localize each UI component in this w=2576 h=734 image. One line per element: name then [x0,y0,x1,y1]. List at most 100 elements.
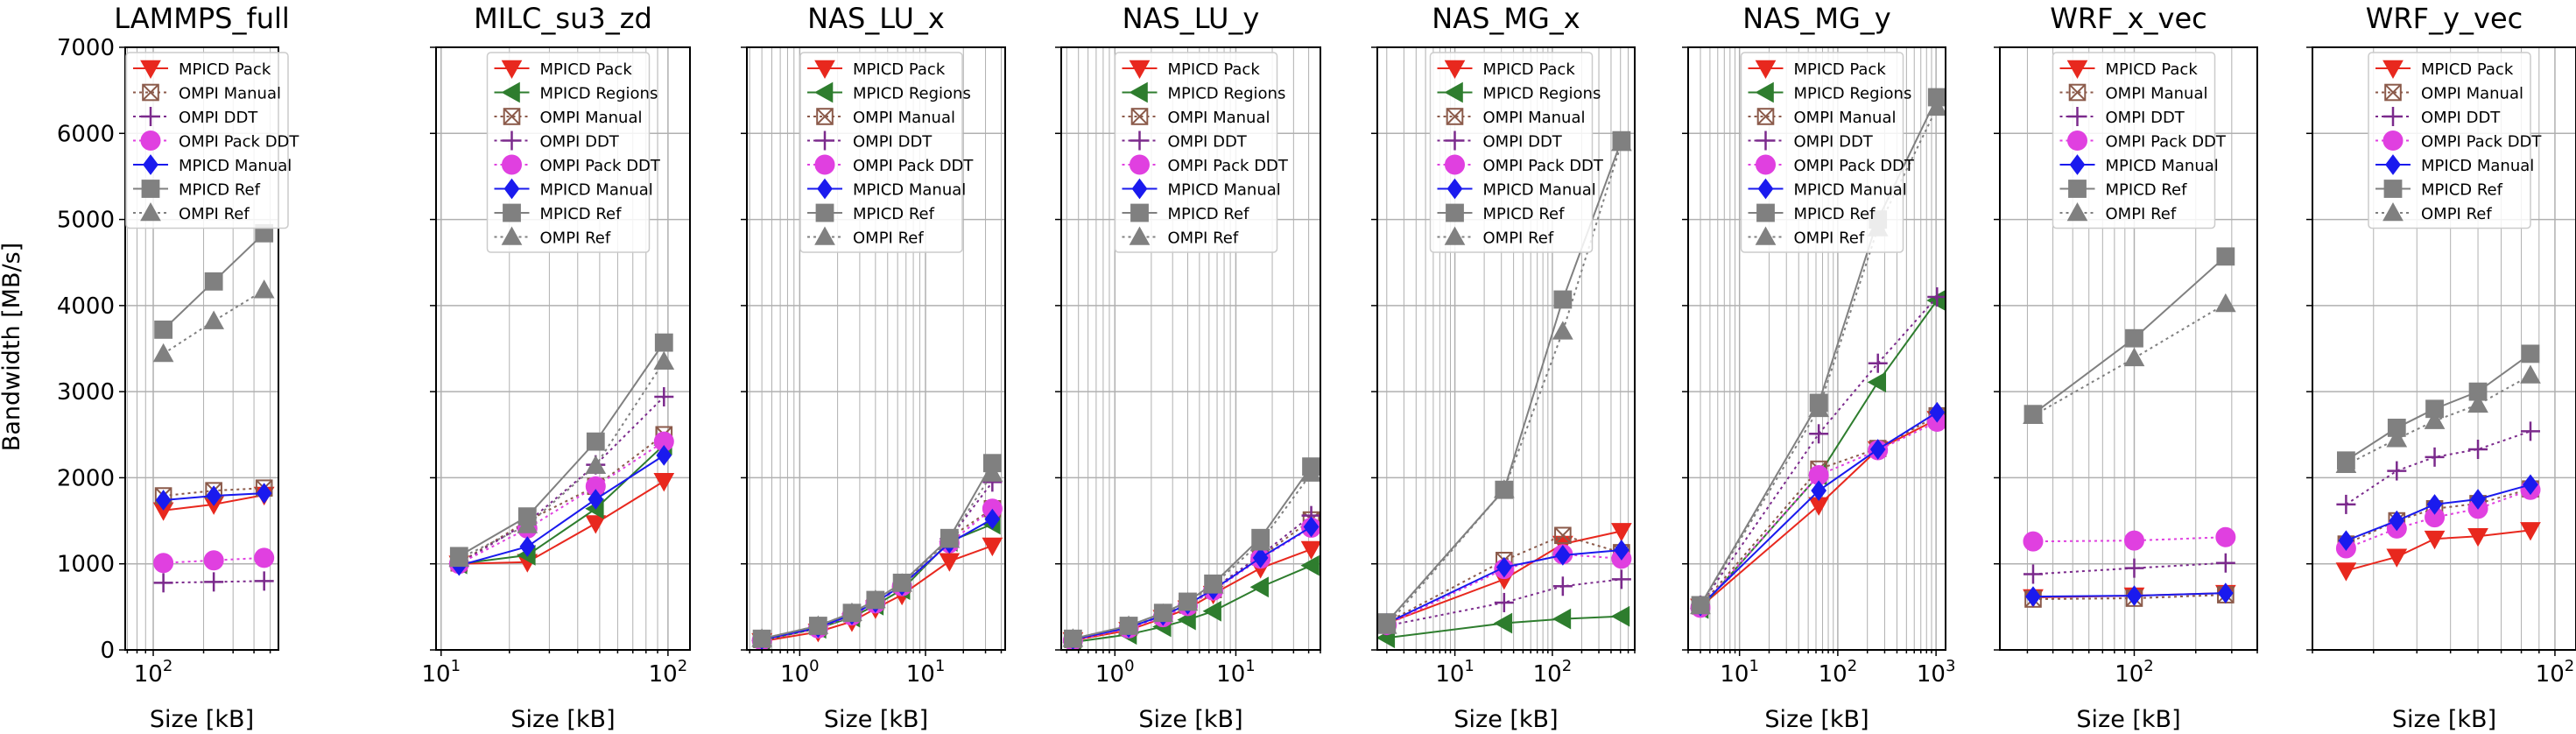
legend-box [1429,52,1594,253]
legend-item-mpicd-ref: MPICD Ref [1122,203,1249,223]
data-point-ompi-ref [1062,628,1084,647]
legend-swatch-marker [1756,154,1776,175]
legend-item-mpicd-manual: MPICD Manual [2059,154,2219,175]
legend-item-mpicd-regions: MPICD Regions [1748,81,1911,103]
legend-item-ompi-ddt: OMPI DDT [2059,107,2185,127]
legend-label: MPICD Regions [1483,85,1601,103]
legend-label: OMPI Ref [2421,205,2492,223]
marker-stroke [1130,108,1149,125]
data-point-ompi-ref [585,455,607,474]
legend-item-mpicd-manual: MPICD Manual [1122,178,1281,200]
data-point-ompi-ref [2520,364,2541,384]
legend-swatch-marker [2066,60,2088,80]
legend-swatch-marker [140,60,161,80]
data-point-ompi-ref [1611,132,1632,152]
legend-item-ompi-pack-ddt: OMPI Pack DDT [133,131,299,152]
x-tick-label: 102 [2115,657,2154,688]
legend-swatch-marker [2067,107,2087,126]
x-tick-label: 101 [1720,657,1759,688]
marker-stroke [1756,108,1775,125]
legend-label: OMPI Pack DDT [1794,157,1915,175]
legend-swatch-marker [140,201,161,222]
data-point-mpicd-manual [588,489,604,510]
legend-swatch-marker [2069,154,2086,175]
legend-swatch-marker [143,154,158,175]
series-line-ompi-ref [163,289,265,355]
series-line-mpicd-regions [1386,615,1622,639]
legend-label: OMPI Pack DDT [2421,133,2542,152]
legend-item-mpicd-regions: MPICD Regions [494,81,658,103]
legend-item-ompi-pack-ddt: OMPI Pack DDT [1748,154,1915,175]
data-point-mpicd-regions [1867,371,1887,393]
data-point-ompi-ref [1377,615,1397,634]
y-axis-label: Bandwidth [MB/s] [0,243,25,451]
legend-swatch-marker [2383,107,2403,126]
data-point-ompi-ref [1152,603,1174,623]
data-point-mpicd-manual [256,483,272,504]
legend-label: MPICD Pack [2421,60,2514,79]
legend-item-mpicd-ref: MPICD Ref [2059,180,2187,200]
legend-item-ompi-pack-ddt: OMPI Pack DDT [2375,131,2542,152]
legend-label: MPICD Manual [853,181,966,200]
series-line-mpicd-manual [1700,411,1938,607]
data-point-ompi-ref [2214,293,2236,313]
data-point-mpicd-manual [1554,545,1571,566]
x-tick-exponent: 1 [1245,657,1255,675]
series-line-mpicd-pack [1700,418,1938,608]
legend-swatch-marker [1444,226,1466,245]
legend-item-ompi-manual: OMPI Manual [807,108,955,127]
marker-stroke [142,83,159,102]
data-point-ompi-ref [1690,595,1711,615]
marker-stroke [503,108,521,125]
x-tick-exponent: 0 [1124,657,1134,675]
legend: MPICD Pack MPICD Regions OMPI Manual OMPI D… [486,52,661,253]
x-tick-exponent: 1 [1749,657,1758,675]
legend-swatch-marker [814,60,835,80]
legend-item-mpicd-manual: MPICD Manual [1748,178,1907,200]
x-tick-label: 102 [649,657,688,688]
data-point-ompi-ddt [153,573,173,593]
data-point-ompi-ddt [2520,421,2540,441]
data-point-mpicd-ref [654,333,673,352]
data-point-mpicd-manual [1811,480,1827,502]
marker-stroke [2384,83,2402,102]
legend-label: MPICD Manual [1794,181,1907,200]
legend-label: MPICD Regions [540,85,658,103]
legend-swatch-marker [501,60,523,80]
legend-label: MPICD Manual [179,157,292,175]
x-tick-label: 102 [2536,657,2575,688]
series-line-ompi-ref [2032,303,2227,417]
legend-swatch-marker [1129,226,1151,245]
panel-wrf-x-vec: 102 WRF_x_vec Size [kB] MPICD Pack OMPI Manu… [1994,2,2258,733]
data-point-ompi-ref [1926,96,1946,116]
legend-swatch-marker [817,178,833,200]
x-tick-exponent: 1 [935,657,945,675]
data-point-mpicd-pack [1300,540,1320,561]
legend-label: OMPI Ref [853,229,924,248]
x-tick-exponent: 2 [678,657,687,675]
legend-swatch-marker [814,154,835,175]
legend-swatch-marker [503,108,521,125]
data-point-mpicd-manual [1614,540,1629,561]
legend-label: OMPI DDT [1483,133,1563,152]
legend-item-ompi-ref: OMPI Ref [1748,226,1865,248]
legend-item-ompi-ddt: OMPI DDT [1122,131,1248,152]
legend-item-mpicd-manual: MPICD Manual [133,154,292,175]
x-tick-exponent: 1 [1464,657,1474,675]
marker-stroke [816,108,834,125]
data-point-ompi-ref [517,514,538,533]
data-point-ompi-ddt [2387,461,2407,481]
marker-stroke [2068,83,2087,102]
data-point-ompi-pack-ddt [153,553,174,574]
data-point-ompi-ref [448,547,470,568]
data-point-ompi-ref [939,529,961,548]
data-point-mpicd-regions [1493,612,1513,634]
data-point-ompi-pack-ddt [2123,530,2144,551]
legend-swatch-marker [1130,108,1149,125]
series-line-ompi-manual [761,507,993,641]
legend-item-ompi-pack-ddt: OMPI Pack DDT [807,154,974,175]
data-point-ompi-ref [1118,615,1139,634]
legend-label: MPICD Ref [179,181,261,200]
series-group [751,454,1003,650]
legend-label: MPICD Regions [1168,85,1286,103]
